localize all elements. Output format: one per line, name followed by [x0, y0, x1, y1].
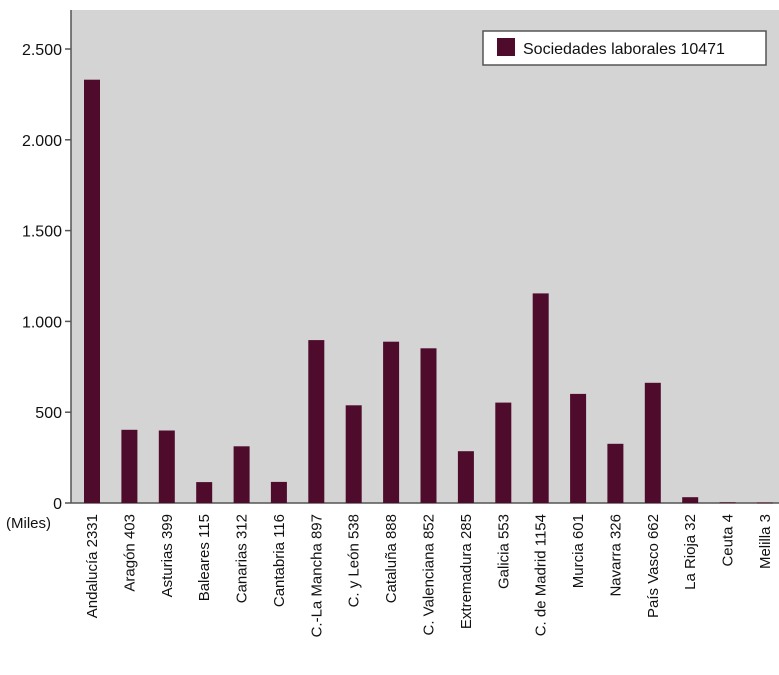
bar [757, 502, 773, 504]
x-category-label: Canarias 312 [234, 514, 251, 603]
legend-box [482, 30, 767, 66]
x-category-label: C. y León 538 [346, 514, 363, 607]
y-tick-label: 500 [35, 405, 62, 422]
bar [570, 393, 587, 503]
y-tick-label: 1.500 [22, 224, 62, 241]
x-category-label: C. de Madrid 1154 [533, 514, 550, 636]
x-category-label: Galicia 553 [495, 514, 512, 589]
x-category-label: Extremadura 285 [458, 514, 475, 629]
bar [607, 443, 624, 503]
x-category-label: Cantabria 116 [271, 514, 288, 607]
x-category-label: Navarra 326 [607, 514, 624, 597]
bar [308, 340, 325, 503]
x-category-label: Asturias 399 [159, 514, 176, 597]
bars-group [84, 79, 773, 504]
legend: Sociedades laborales 10471 [482, 30, 767, 66]
bar [495, 402, 512, 503]
bar [233, 446, 250, 503]
x-category-label: Andalucía 2331 [84, 514, 101, 618]
bar [532, 293, 549, 503]
x-category-label: C. Valenciana 852 [421, 514, 438, 635]
bar [84, 79, 100, 503]
bar [345, 405, 362, 503]
x-category-label: Baleares 115 [196, 514, 213, 601]
y-tick-label: 2.500 [22, 42, 62, 59]
bar [682, 497, 699, 503]
y-tick-label: 0 [53, 496, 62, 513]
bar [270, 481, 287, 503]
bar [420, 348, 437, 503]
bar [383, 341, 400, 503]
bar [719, 502, 736, 504]
x-category-label: País Vasco 662 [645, 514, 662, 618]
x-category-label: Cataluña 888 [383, 514, 400, 603]
bar [196, 482, 213, 503]
x-axis-labels: Andalucía 2331 Aragón 403 Asturias 399 Bale… [84, 514, 774, 637]
y-tick-label: 2.000 [22, 133, 62, 150]
bar [158, 430, 175, 503]
x-category-label: La Rioja 32 [682, 514, 699, 590]
bar [644, 382, 661, 503]
legend-label: Sociedades laborales 10471 [523, 41, 725, 58]
legend-swatch [497, 38, 515, 56]
y-unit-label: (Miles) [6, 515, 51, 532]
bar [121, 429, 138, 503]
x-category-label: Ceuta 4 [720, 514, 737, 567]
x-category-label: C.-La Mancha 897 [308, 514, 325, 637]
bar [457, 451, 474, 503]
x-category-label: Melilla 3 [757, 514, 774, 569]
x-category-label: Aragón 403 [121, 514, 138, 592]
x-category-label: Murcia 601 [570, 514, 587, 588]
y-tick-label: 1.000 [22, 314, 62, 331]
